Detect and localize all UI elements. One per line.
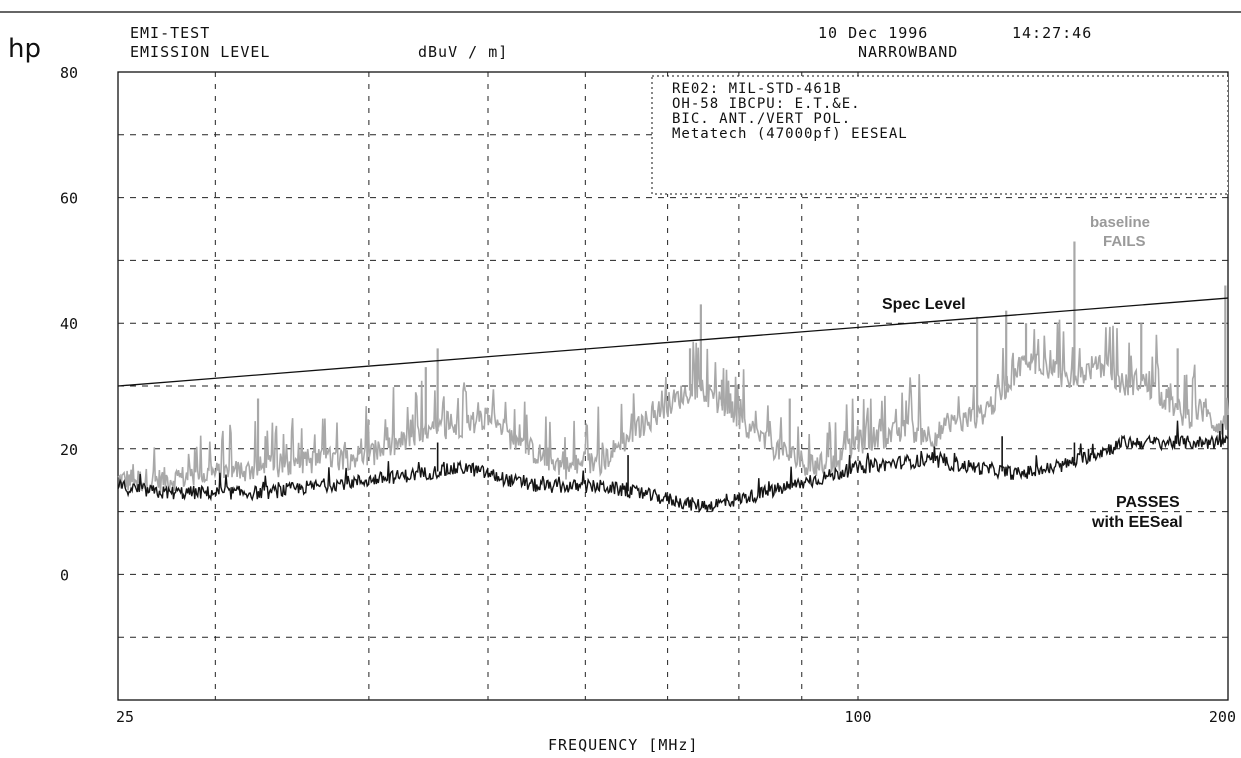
measurement-mode: NARROWBAND <box>858 43 959 61</box>
with-eeseal-label: with EESeal <box>1092 514 1183 531</box>
x-tick-label: 200 <box>1209 708 1236 726</box>
y-tick-label: 60 <box>60 190 78 208</box>
x-tick-label: 25 <box>116 708 134 726</box>
annotation-line: OH-58 IBCPU: E.T.&E. <box>672 96 861 112</box>
y-tick-label: 0 <box>60 566 69 584</box>
y-tick-label: 20 <box>60 441 78 459</box>
annotation-box: RE02: MIL-STD-461B OH-58 IBCPU: E.T.&E. … <box>672 82 908 142</box>
spec-level-line <box>117 297 1229 387</box>
test-name: EMI-TEST <box>130 24 211 42</box>
annotation-box-border <box>651 75 1229 195</box>
y-tick-label: 40 <box>60 315 78 333</box>
baseline-fails-label: FAILS <box>1103 233 1146 250</box>
test-time: 14:27:46 <box>1012 24 1093 42</box>
annotation-line: Metatech (47000pf) EESEAL <box>672 126 908 142</box>
chart-title: EMISSION LEVEL <box>130 43 271 61</box>
eeseal-series-line <box>117 420 1229 513</box>
y-axis-unit: dBuV / m] <box>418 43 509 61</box>
brand-logo: hp <box>8 34 41 64</box>
x-tick-label: 100 <box>844 708 871 726</box>
x-axis-label: FREQUENCY [MHz] <box>548 736 699 754</box>
annotation-line: BIC. ANT./VERT POL. <box>672 111 852 127</box>
annotation-line: RE02: MIL-STD-461B <box>672 81 842 97</box>
y-tick-label: 80 <box>60 64 78 82</box>
test-date: 10 Dec 1996 <box>818 24 929 42</box>
baseline-label: baseline <box>1090 214 1151 231</box>
passes-label: PASSES <box>1116 494 1180 511</box>
baseline-series-line <box>117 319 1229 493</box>
spec-level-label: Spec Level <box>882 296 966 313</box>
